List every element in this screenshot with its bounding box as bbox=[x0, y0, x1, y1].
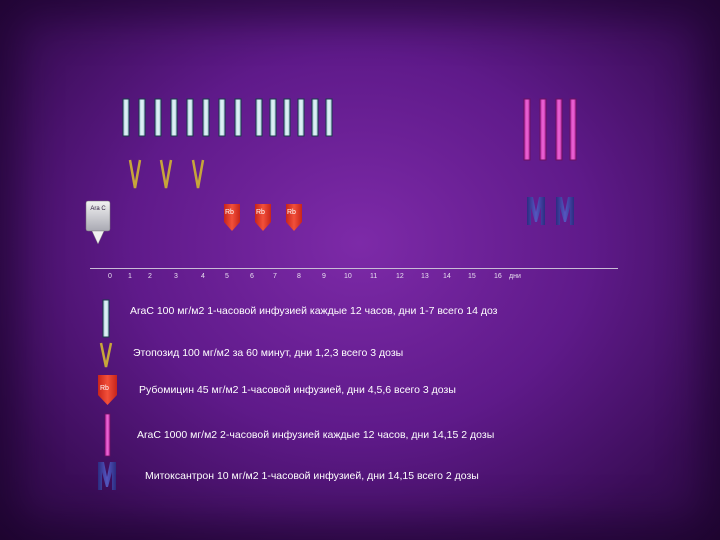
arac-low-bar bbox=[255, 98, 263, 137]
mitoxantrone-markers bbox=[527, 197, 574, 225]
arac-high-bar bbox=[569, 98, 577, 161]
rb-marker-label: Rb bbox=[225, 209, 234, 216]
arac-low-bar bbox=[122, 98, 130, 137]
etoposide-v-icon bbox=[128, 159, 142, 189]
timeline-unit-label: дни bbox=[509, 273, 521, 280]
tick-label: 0 bbox=[108, 273, 112, 280]
legend-rubomycin-rb-icon bbox=[98, 375, 117, 405]
tick-label: 7 bbox=[273, 273, 277, 280]
arac-high-bar bbox=[523, 98, 531, 161]
tick-label: 4 bbox=[201, 273, 205, 280]
arac-high-bar bbox=[539, 98, 547, 161]
tick-label: 16 bbox=[494, 273, 502, 280]
arac-low-dose-bars bbox=[122, 98, 333, 137]
tick-label: 1 bbox=[128, 273, 132, 280]
etoposide-markers bbox=[128, 159, 205, 189]
arac-low-bar bbox=[311, 98, 319, 137]
rubomycin-rb-icon bbox=[255, 204, 271, 231]
etoposide-v-icon bbox=[159, 159, 173, 189]
tick-label: 10 bbox=[344, 273, 352, 280]
tick-label: 2 bbox=[148, 273, 152, 280]
legend-mitoxantrone-m-icon bbox=[98, 462, 116, 490]
tick-label: 8 bbox=[297, 273, 301, 280]
arac-low-bar bbox=[202, 98, 210, 137]
rubomycin-rb-icon bbox=[286, 204, 302, 231]
tick-label: 12 bbox=[396, 273, 404, 280]
rb-marker-label: Rb bbox=[287, 209, 296, 216]
arrow-down-icon bbox=[91, 230, 105, 245]
legend-text-arac-high: AraC 1000 мг/м2 2-часовой инфузией кажды… bbox=[137, 429, 495, 441]
legend-text-mitoxantrone: Митоксантрон 10 мг/м2 1-часовой инфузией… bbox=[145, 470, 479, 482]
arac-high-dose-bars bbox=[523, 98, 577, 161]
arac-low-bar bbox=[186, 98, 194, 137]
arac-low-bar bbox=[170, 98, 178, 137]
rb-marker-label: Rb bbox=[256, 209, 265, 216]
legend-text-arac-low: AraC 100 мг/м2 1-часовой инфузией каждые… bbox=[130, 305, 498, 317]
rubomycin-markers bbox=[224, 204, 302, 231]
legend-arac-high-icon bbox=[104, 413, 111, 457]
tick-label: 9 bbox=[322, 273, 326, 280]
arac-low-bar bbox=[325, 98, 333, 137]
tick-label: 5 bbox=[225, 273, 229, 280]
legend-rb-label: Rb bbox=[100, 385, 109, 392]
arac-start-marker bbox=[85, 200, 111, 245]
legend-text-etoposide: Этопозид 100 мг/м2 за 60 минут, дни 1,2,… bbox=[133, 347, 404, 359]
mitoxantrone-m-icon bbox=[527, 197, 545, 225]
tick-label: 14 bbox=[443, 273, 451, 280]
arac-low-bar bbox=[269, 98, 277, 137]
arac-low-bar bbox=[154, 98, 162, 137]
tick-label: 6 bbox=[250, 273, 254, 280]
mitoxantrone-m-icon bbox=[556, 197, 574, 225]
arac-high-bar bbox=[555, 98, 563, 161]
tick-label: 15 bbox=[468, 273, 476, 280]
legend-text-rubomycin: Рубомицин 45 мг/м2 1-часовой инфузией, д… bbox=[139, 384, 456, 396]
arac-low-bar bbox=[138, 98, 146, 137]
tick-label: 11 bbox=[370, 273, 378, 280]
tick-label: 13 bbox=[421, 273, 429, 280]
tick-label: 3 bbox=[174, 273, 178, 280]
arac-low-bar bbox=[234, 98, 242, 137]
arac-low-bar bbox=[218, 98, 226, 137]
etoposide-v-icon bbox=[191, 159, 205, 189]
legend-etoposide-v-icon bbox=[99, 342, 113, 368]
legend-icons bbox=[98, 299, 117, 490]
arac-marker-label: Ara C bbox=[90, 206, 106, 212]
arac-low-bar bbox=[283, 98, 291, 137]
rubomycin-rb-icon bbox=[224, 204, 240, 231]
arac-low-bar bbox=[297, 98, 305, 137]
legend-arac-low-icon bbox=[102, 299, 110, 338]
